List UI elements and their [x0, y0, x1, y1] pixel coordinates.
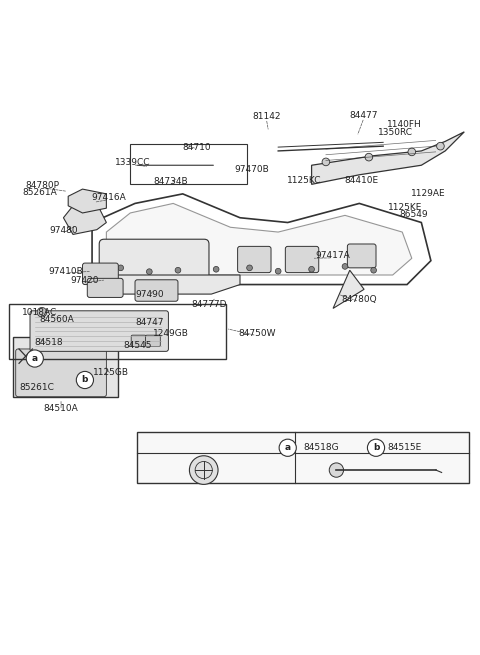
Text: 97410B: 97410B: [48, 267, 83, 276]
Polygon shape: [107, 204, 412, 275]
Text: 97417A: 97417A: [316, 252, 350, 261]
Text: 84545: 84545: [123, 341, 152, 350]
Text: 84518G: 84518G: [303, 443, 339, 452]
Text: 97480: 97480: [49, 226, 78, 235]
FancyBboxPatch shape: [30, 310, 168, 351]
Circle shape: [371, 267, 376, 273]
Text: a: a: [285, 443, 291, 452]
Circle shape: [342, 263, 348, 269]
Text: 1129AE: 1129AE: [411, 189, 446, 198]
Text: 97420: 97420: [71, 276, 99, 285]
Circle shape: [276, 269, 281, 274]
Circle shape: [118, 265, 123, 271]
Circle shape: [213, 267, 219, 272]
Circle shape: [365, 153, 372, 161]
Text: 84560A: 84560A: [39, 315, 73, 324]
Text: 84777D: 84777D: [191, 300, 227, 309]
Text: 84780P: 84780P: [25, 181, 59, 190]
Circle shape: [309, 267, 314, 272]
Text: 97416A: 97416A: [91, 193, 126, 202]
Text: b: b: [82, 375, 88, 384]
FancyBboxPatch shape: [145, 335, 160, 346]
Circle shape: [247, 265, 252, 271]
Polygon shape: [312, 132, 464, 184]
Text: 84747: 84747: [135, 318, 164, 328]
Text: 85261A: 85261A: [22, 189, 57, 197]
Bar: [9, 304, 226, 358]
Text: 1018AC: 1018AC: [22, 308, 57, 317]
FancyBboxPatch shape: [87, 278, 123, 297]
Circle shape: [26, 350, 43, 367]
Bar: [13, 337, 118, 397]
Text: a: a: [32, 354, 38, 363]
Text: 84410E: 84410E: [345, 176, 379, 185]
FancyBboxPatch shape: [348, 244, 376, 268]
Text: 1249GB: 1249GB: [153, 329, 189, 338]
Polygon shape: [104, 275, 240, 294]
Text: 1125KC: 1125KC: [287, 176, 322, 185]
Text: 84750W: 84750W: [238, 329, 276, 338]
Circle shape: [37, 307, 47, 317]
Text: 1350RC: 1350RC: [378, 128, 413, 138]
Text: 1140FH: 1140FH: [387, 120, 422, 129]
FancyBboxPatch shape: [285, 246, 319, 272]
Bar: [130, 143, 247, 184]
Text: 84780Q: 84780Q: [341, 295, 377, 305]
Circle shape: [322, 158, 330, 166]
Text: 84734B: 84734B: [154, 178, 188, 187]
Text: 97470B: 97470B: [235, 164, 269, 174]
Text: 84515E: 84515E: [387, 443, 422, 452]
Circle shape: [76, 371, 94, 388]
Circle shape: [408, 148, 416, 156]
Text: 86549: 86549: [400, 210, 429, 219]
Text: 1125KE: 1125KE: [387, 203, 422, 212]
Text: 85261C: 85261C: [20, 383, 55, 392]
Circle shape: [367, 439, 384, 457]
FancyBboxPatch shape: [16, 349, 107, 397]
FancyBboxPatch shape: [99, 239, 209, 282]
Polygon shape: [63, 204, 107, 234]
Bar: [137, 432, 469, 483]
Text: 84510A: 84510A: [44, 404, 78, 413]
Circle shape: [437, 142, 444, 150]
Circle shape: [190, 456, 218, 485]
Text: 84710: 84710: [183, 143, 211, 151]
Circle shape: [329, 463, 344, 477]
Text: b: b: [373, 443, 379, 452]
FancyBboxPatch shape: [238, 246, 271, 272]
Text: 97490: 97490: [135, 290, 164, 299]
Circle shape: [279, 439, 296, 457]
Text: 84477: 84477: [350, 111, 378, 120]
Text: 1125GB: 1125GB: [93, 368, 129, 377]
FancyBboxPatch shape: [131, 335, 146, 346]
Text: 81142: 81142: [252, 112, 280, 121]
FancyBboxPatch shape: [135, 280, 178, 301]
Circle shape: [146, 269, 152, 274]
Polygon shape: [333, 271, 364, 309]
Text: 1339CC: 1339CC: [115, 159, 150, 168]
FancyBboxPatch shape: [83, 263, 118, 284]
Text: 84518: 84518: [35, 338, 63, 347]
Polygon shape: [68, 189, 107, 213]
Circle shape: [175, 267, 181, 273]
